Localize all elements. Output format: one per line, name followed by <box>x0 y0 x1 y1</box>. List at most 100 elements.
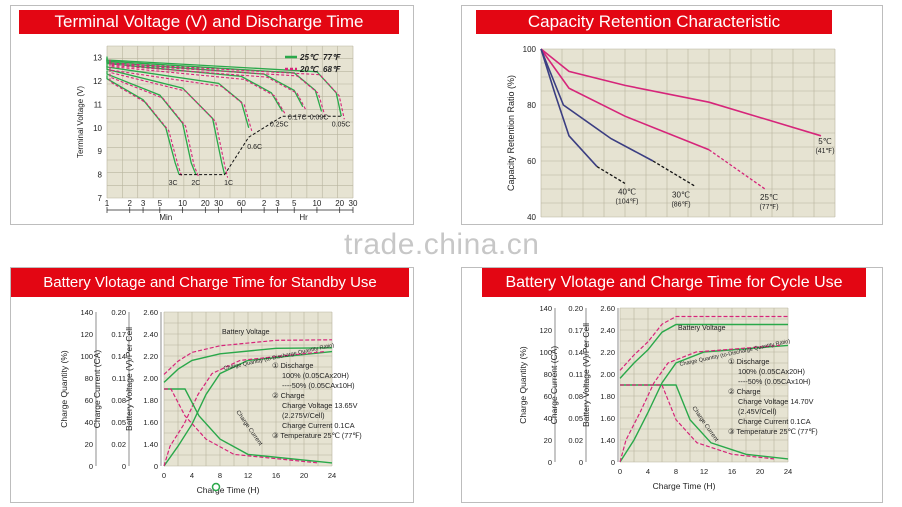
cycle-note-line: 100% (0.05CAx20H) <box>738 367 805 376</box>
standby-note-line: ① Discharge <box>272 361 313 370</box>
terminal-curve-25c <box>106 65 226 175</box>
cycle-note-line: Charge Current 0.1CA <box>738 417 811 426</box>
terminal-curve-20c <box>109 59 345 120</box>
cycle-quantity-tick: 120 <box>539 326 552 335</box>
terminal-x-unit-min: Min <box>159 213 172 222</box>
standby-voltage-curve-50 <box>163 339 333 375</box>
standby-x-tick: 8 <box>218 471 222 480</box>
cycle-current-tick: 0.11 <box>569 370 583 379</box>
terminal-curve-label: 3C <box>169 180 178 187</box>
standby-voltage-tick: 1.60 <box>143 418 158 427</box>
cycle-voltage-tick: 1.40 <box>600 436 615 445</box>
cycle-title: Battery Vlotage and Charge Time for Cycl… <box>482 268 866 297</box>
cycle-current-tick: 0.02 <box>568 436 583 445</box>
cycle-quantity-curve <box>619 344 789 463</box>
standby-note-line: Charge Voltage 13.65V <box>282 401 358 410</box>
cycle-quantity-tick: 80 <box>544 370 552 379</box>
capacity-retention-chart: 100 80 60 40 Capacity Retention Ratio (%) 5℃ (… <box>506 45 836 222</box>
cycle-voltage-tick: 2.40 <box>600 326 615 335</box>
standby-voltage-tick: 1.40 <box>143 440 158 449</box>
capacity-series-label-c: 40℃ <box>618 188 636 197</box>
standby-current-tick: 0.02 <box>111 440 126 449</box>
standby-voltage-tick: 1.80 <box>143 396 158 405</box>
cycle-current-curve <box>620 384 789 460</box>
cycle-note-line: Charge Voltage 14.70V <box>738 397 814 406</box>
standby-note-line: ② Charge <box>272 391 305 400</box>
terminal-y-tick: 11 <box>94 100 103 109</box>
capacity-series-label-c: 5℃ <box>818 137 831 146</box>
terminal-legend-25c-c: 25℃ <box>299 53 319 62</box>
terminal-curve-25c <box>106 63 250 128</box>
standby-label-battery-voltage: Battery Voltage <box>222 329 270 336</box>
terminal-curve-label: 0.17C <box>288 115 307 122</box>
cycle-current-label: Charge Current (CA) <box>549 346 559 425</box>
terminal-x-tick: 60 <box>237 199 246 208</box>
cycle-label-battery-voltage: Battery Voltage <box>678 325 726 332</box>
terminal-x-tick: 20 <box>201 199 210 208</box>
standby-x-tick: 0 <box>162 471 166 480</box>
standby-x-tick: 12 <box>244 471 252 480</box>
cycle-current-tick: 0.08 <box>568 392 583 401</box>
standby-note-line: 100% (0.05CAx20H) <box>282 371 349 380</box>
capacity-series-label-f: (104℉) <box>615 199 638 206</box>
cycle-x-tick: 4 <box>646 467 650 476</box>
standby-voltage-tick: 0 <box>154 462 158 471</box>
terminal-cutoff-line <box>179 115 342 176</box>
terminal-legend-25c-f: 77℉ <box>323 53 341 62</box>
cycle-x-label: Charge Time (H) <box>653 481 716 491</box>
standby-quantity-tick: 0 <box>89 462 93 471</box>
cycle-quantity-tick: 0 <box>548 458 552 467</box>
standby-note-line: (2.275V/Cell) <box>282 411 325 420</box>
cycle-voltage-tick: 2.60 <box>600 304 615 313</box>
terminal-voltage-panel: Terminal Voltage (V) and Discharge Time … <box>10 5 414 225</box>
standby-quantity-tick: 80 <box>85 374 93 383</box>
cycle-current-tick: 0.14 <box>568 348 583 357</box>
cycle-voltage-curve <box>619 323 788 379</box>
terminal-y-tick: 10 <box>93 124 102 133</box>
terminal-curve-20c <box>109 78 183 178</box>
cycle-x-tick: 12 <box>700 467 708 476</box>
cycle-quantity-tick: 100 <box>539 348 552 357</box>
capacity-y-tick: 80 <box>527 101 536 110</box>
standby-chart: 1401201008060402000.200.170.140.110.080.… <box>59 308 362 495</box>
terminal-x-tick: 5 <box>158 199 163 208</box>
terminal-curve-20c <box>109 73 200 178</box>
capacity-y-tick: 40 <box>527 213 536 222</box>
cycle-voltage-tick: 1.80 <box>600 392 615 401</box>
cycle-voltage-curve-50 <box>619 315 788 371</box>
terminal-curve-20c <box>109 63 286 115</box>
cycle-note-line: ③ Temperature 25℃ (77℉) <box>728 427 818 436</box>
terminal-curve-20c <box>109 68 229 178</box>
capacity-curve-dashed <box>652 160 696 187</box>
terminal-y-label: Terminal Voltage (V) <box>76 86 85 158</box>
capacity-y-tick: 60 <box>527 157 536 166</box>
capacity-series-label-f: (41℉) <box>815 148 834 155</box>
cycle-panel: Battery Vlotage and Charge Time for Cycl… <box>461 267 883 503</box>
standby-current-label: Charge Current (CA) <box>92 350 102 429</box>
cycle-current-tick: 0.05 <box>568 414 583 423</box>
terminal-y-tick: 12 <box>93 77 102 86</box>
cycle-x-tick: 8 <box>674 467 678 476</box>
cycle-current-tick: 0 <box>579 458 583 467</box>
capacity-retention-title: Capacity Retention Characteristic <box>476 10 832 34</box>
terminal-curve-label: 0.25C <box>270 122 289 129</box>
terminal-curve-label: 1C <box>224 180 233 187</box>
terminal-x-tick: 10 <box>178 199 187 208</box>
terminal-curve-label: 0.09C <box>310 115 329 122</box>
terminal-x-tick: 5 <box>292 199 297 208</box>
cycle-quantity-curve-50 <box>619 344 781 463</box>
cycle-x-tick: 0 <box>618 467 622 476</box>
capacity-series-label-f: (86℉) <box>671 201 690 208</box>
terminal-curve-20c <box>109 60 326 115</box>
capacity-curve-dashed <box>596 166 626 184</box>
terminal-voltage-title: Terminal Voltage (V) and Discharge Time <box>19 10 399 34</box>
cycle-voltage-tick: 2.00 <box>600 370 615 379</box>
standby-quantity-tick: 140 <box>80 308 93 317</box>
terminal-legend-20c-c: 20℃ <box>299 65 319 74</box>
cycle-quantity-tick: 20 <box>544 436 552 445</box>
standby-quantity-curve <box>163 350 333 467</box>
standby-current-tick: 0 <box>122 462 126 471</box>
terminal-x-tick: 30 <box>349 199 358 208</box>
terminal-x-tick: 2 <box>262 199 267 208</box>
